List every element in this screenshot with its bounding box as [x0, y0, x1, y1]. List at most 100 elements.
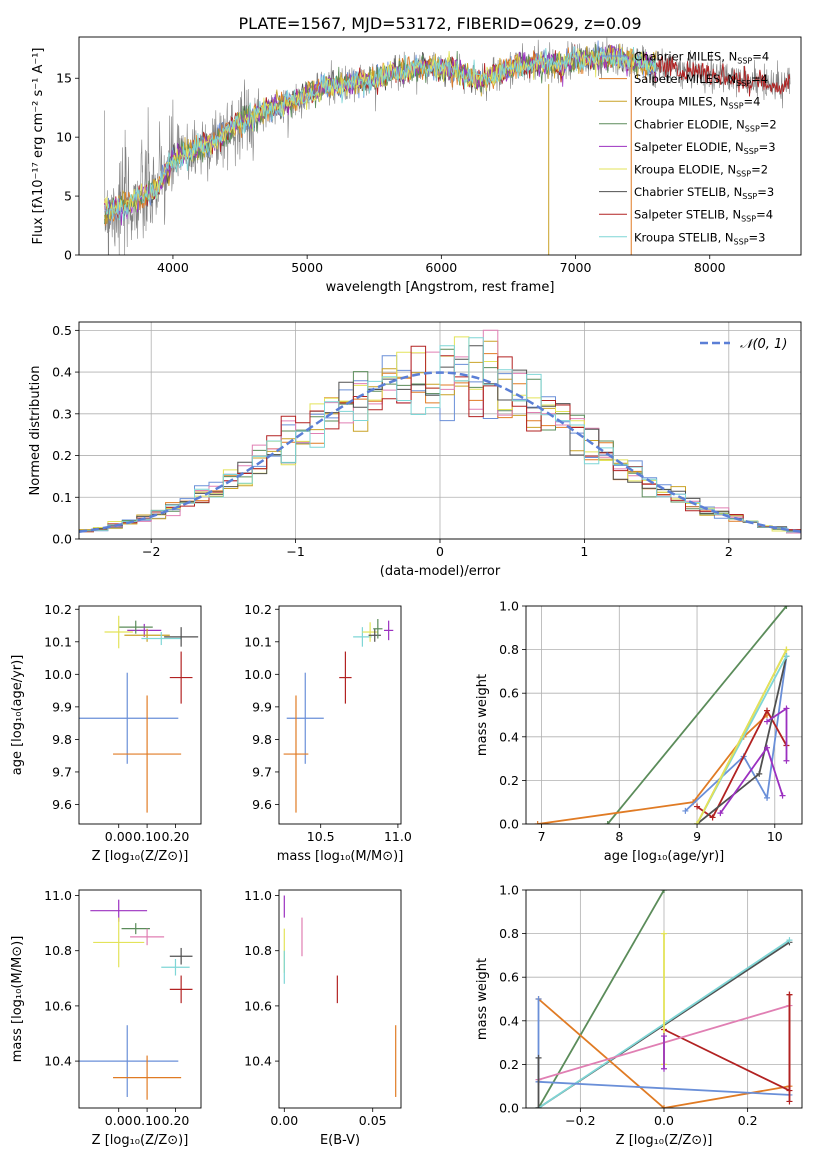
x-axis-label: Z [log₁₀(Z/Z⊙)]	[616, 1133, 713, 1148]
x-tick-label: 11.0	[384, 829, 412, 844]
y-tick-label: 0.0	[499, 1101, 519, 1116]
weight-marker	[694, 821, 701, 824]
y-tick-label: 0.8	[499, 926, 519, 941]
weight-marker	[783, 653, 790, 660]
weight-lines	[535, 890, 793, 1108]
weight-marker	[756, 770, 763, 777]
x-axis-label: (data-model)/error	[380, 564, 501, 579]
weight-marker	[764, 794, 771, 801]
y-tick-label: 0.2	[52, 448, 72, 463]
legend-label: Salpeter MILES, NSSP=4	[634, 72, 768, 88]
panel-spectrum: 4000 5000 6000 7000 8000 0 5 10 15 wavelength [An…	[31, 36, 802, 295]
weight-marker	[786, 1098, 793, 1105]
x-tick-label: 0.10	[133, 1113, 161, 1128]
spectrum-lines	[104, 37, 791, 255]
axes-frame	[78, 36, 802, 256]
y-tick-label: 0.4	[499, 729, 519, 744]
x-tick-label: 8	[615, 829, 623, 844]
histogram-step	[79, 337, 801, 534]
axes-frame	[525, 605, 803, 825]
weight-marker	[764, 707, 771, 714]
weight-marker	[709, 814, 716, 821]
legend-label: Kroupa STELIB, NSSP=3	[634, 230, 765, 246]
weight-marker	[717, 810, 724, 817]
x-tick-label: 0.20	[162, 1113, 190, 1128]
y-tick-label: 10	[56, 130, 72, 145]
x-tick-label: 0	[436, 544, 444, 559]
y-axis-label: mass weight	[475, 958, 490, 1040]
weight-marker	[682, 807, 689, 814]
axes-frame	[278, 889, 402, 1109]
weight-marker	[661, 930, 667, 937]
x-tick-label: 7000	[560, 260, 592, 275]
y-tick-label: 0.5	[52, 323, 72, 338]
weight-lines	[534, 606, 790, 824]
panel-age-vs-metallicity: 0.00 0.10 0.20 9.6 9.7 9.8 9.9 10.0 10.1 10.2 Z [l…	[10, 602, 202, 864]
weight-line	[696, 649, 788, 824]
axes-frame	[78, 889, 202, 1109]
errorbars	[79, 615, 199, 813]
weight-line	[538, 1080, 790, 1096]
weight-line	[537, 890, 665, 1108]
y-tick-label: 0.0	[499, 817, 519, 832]
weight-marker	[661, 1105, 667, 1108]
weight-marker	[764, 718, 771, 725]
y-tick-label: 9.8	[252, 732, 272, 747]
weight-marker	[764, 744, 771, 751]
x-tick-label: −2	[142, 544, 160, 559]
model-spectrum-line	[104, 45, 657, 226]
y-tick-label: 9.6	[52, 797, 72, 812]
weight-marker	[535, 1105, 542, 1108]
axes-frame	[525, 889, 803, 1109]
errorbars	[283, 895, 397, 1097]
x-tick-label: 0.20	[162, 829, 190, 844]
y-axis-label: Flux [fλ10⁻¹⁷ erg cm⁻² s⁻¹ A⁻¹]	[31, 48, 46, 245]
y-tick-label: 0.0	[52, 532, 72, 547]
x-axis-label: Z [log₁₀(Z/Z⊙)]	[92, 849, 189, 864]
y-tick-label: 9.7	[52, 764, 72, 779]
y-tick-label: 0.6	[499, 970, 519, 985]
weight-marker	[535, 996, 542, 1002]
x-tick-label: 0.2	[738, 1113, 758, 1128]
y-tick-label: 9.9	[252, 699, 272, 714]
weight-marker	[783, 705, 790, 712]
spectrum-legend: Chabrier MILES, NSSP=4 Salpeter MILES, NS…	[599, 50, 777, 246]
weight-marker	[779, 792, 786, 799]
figure-title: PLATE=1567, MJD=53172, FIBERID=0629, z=0…	[238, 14, 641, 33]
y-axis-label: Normed distribution	[28, 366, 43, 496]
weight-marker	[535, 1054, 542, 1061]
legend-label: Kroupa ELODIE, NSSP=2	[634, 163, 768, 179]
weight-line	[696, 708, 788, 819]
panel-mass-vs-extinction: 0.00 0.05 10.4 10.6 10.8 11.0 E(B-V)	[244, 888, 402, 1148]
y-tick-label: 10.4	[44, 1054, 72, 1069]
normal-curve	[79, 371, 801, 533]
weight-marker	[604, 821, 611, 824]
weight-line	[663, 994, 791, 1093]
weight-marker	[661, 1065, 667, 1072]
x-tick-label: 8000	[694, 260, 726, 275]
panel-residuals: −2 −1 0 1 2 0.0 0.1 0.2 0.3 0.4 0.5 (data-model)/er…	[28, 321, 802, 579]
legend-label: Salpeter ELODIE, NSSP=3	[634, 140, 776, 156]
x-axis-label: Z [log₁₀(Z/Z⊙)]	[92, 1133, 189, 1148]
legend-label: 𝒩(0, 1)	[740, 337, 787, 352]
y-tick-label: 1.0	[499, 599, 519, 614]
axes-frame	[278, 605, 402, 825]
legend-label: Chabrier ELODIE, NSSP=2	[634, 117, 777, 133]
y-tick-label: 9.8	[52, 732, 72, 747]
y-tick-label: 15	[56, 71, 72, 86]
x-tick-label: 10	[767, 829, 783, 844]
y-tick-label: 10.2	[44, 602, 72, 617]
legend-label: Chabrier MILES, NSSP=4	[634, 50, 769, 66]
y-tick-label: 10.8	[44, 943, 72, 958]
x-tick-label: 4000	[157, 260, 189, 275]
y-tick-label: 10.4	[244, 1054, 272, 1069]
y-tick-label: 0	[64, 248, 72, 263]
model-spectrum-line	[104, 45, 657, 221]
histograms	[79, 329, 801, 534]
y-tick-label: 0.4	[52, 365, 72, 380]
y-tick-label: 10.0	[44, 667, 72, 682]
y-tick-label: 0.2	[499, 773, 519, 788]
weight-marker	[783, 606, 790, 609]
